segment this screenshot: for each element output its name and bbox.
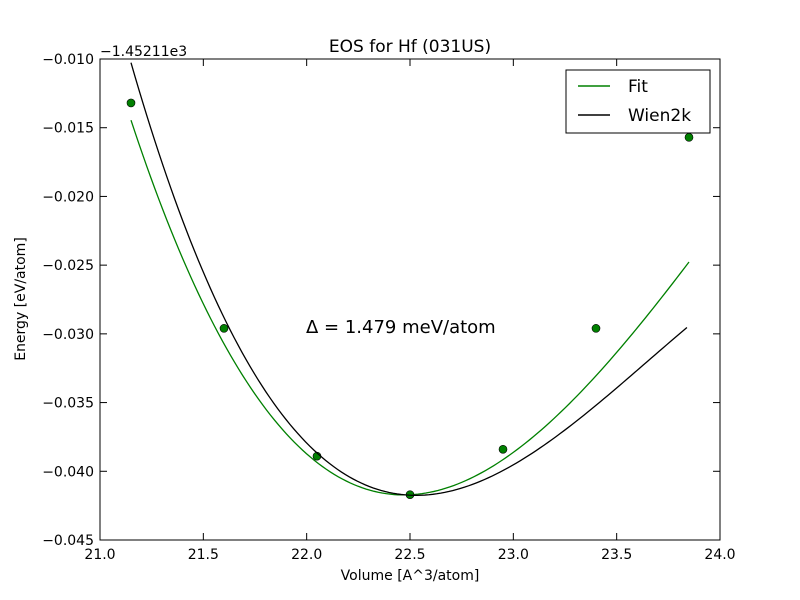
data-point (498, 444, 508, 454)
chart-title: EOS for Hf (031US) (329, 37, 491, 57)
x-tick-label: 23.0 (498, 547, 529, 563)
y-tick-label: −0.035 (42, 396, 94, 412)
y-tick-label: −0.020 (42, 189, 94, 205)
legend-label-fit: Fit (628, 77, 648, 97)
y-tick-label: −0.010 (42, 52, 94, 68)
x-tick-label: 22.0 (291, 547, 322, 563)
x-tick-label: 24.0 (704, 547, 735, 563)
plot-frame (99, 58, 721, 541)
plot-area: 21.0 21.5 22.0 22.5 23.0 23.5 24.0 −0.045 −0.040… (42, 52, 735, 563)
x-tick-label: 23.5 (601, 547, 632, 563)
delta-annotation: Δ = 1.479 meV/atom (306, 317, 496, 338)
data-point (219, 324, 229, 333)
data-point (591, 324, 601, 333)
x-axis-label: Volume [A^3/atom] (341, 568, 480, 584)
legend-label-wien2k: Wien2k (628, 106, 691, 126)
x-tick-label: 22.5 (394, 547, 425, 563)
y-tick-label: −0.015 (42, 121, 94, 137)
y-tick-label: −0.045 (42, 533, 94, 549)
legend: Fit Wien2k (565, 69, 711, 134)
data-point (684, 133, 694, 142)
data-point (126, 98, 136, 108)
y-tick-label: −0.025 (42, 258, 94, 274)
y-tick-label: −0.040 (42, 464, 94, 480)
x-tick-label: 21.5 (188, 547, 219, 563)
x-tick-label: 21.0 (84, 547, 115, 563)
legend-box (565, 69, 711, 134)
series-line-wien2k (130, 62, 688, 496)
y-tick-label: −0.030 (42, 327, 94, 343)
y-axis-label: Energy [eV/atom] (13, 237, 29, 361)
y-offset-label: −1.45211e3 (100, 44, 187, 60)
